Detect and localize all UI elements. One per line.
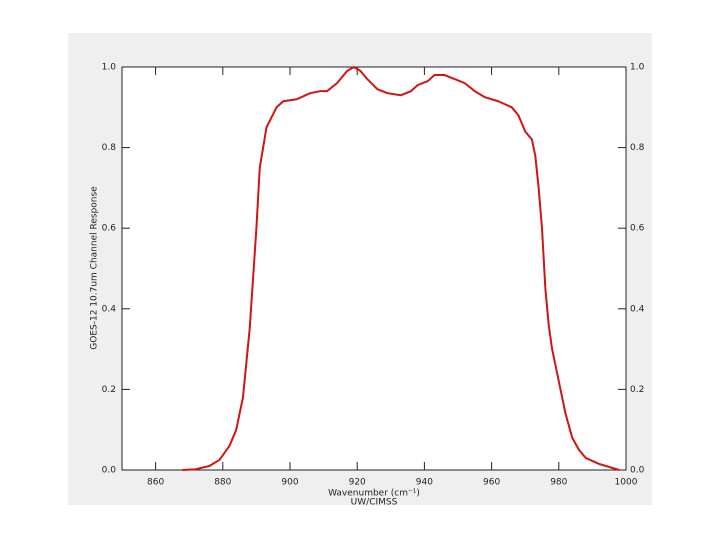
x-tick-label: 940 xyxy=(416,478,433,488)
x-tick-label: 900 xyxy=(281,478,298,488)
y-tick-label: 0.0 xyxy=(102,466,117,476)
x-tick-label: 980 xyxy=(550,478,567,488)
y2-tick-label: 1.0 xyxy=(630,63,645,73)
y-tick-label: 0.2 xyxy=(102,385,116,395)
plot-frame xyxy=(121,66,627,471)
x-tick-label: 920 xyxy=(349,478,366,488)
y2-tick-label: 0.0 xyxy=(630,466,645,476)
x-tick-label: 1000 xyxy=(615,478,638,488)
y2-tick-label: 0.2 xyxy=(630,385,644,395)
y-tick-label: 0.4 xyxy=(102,304,117,314)
x-tick-label: 960 xyxy=(483,478,500,488)
x-tick-label: 860 xyxy=(147,478,164,488)
y-tick-label: 1.0 xyxy=(102,63,117,73)
response-line xyxy=(182,66,620,471)
y2-tick-label: 0.4 xyxy=(630,304,645,314)
y2-tick-label: 0.8 xyxy=(630,143,645,153)
x-tick-label: 880 xyxy=(214,478,231,488)
y-tick-label: 0.8 xyxy=(102,143,117,153)
y2-tick-label: 0.6 xyxy=(630,224,645,234)
x-axis-label: Wavenumber (cm⁻¹) xyxy=(328,489,420,499)
y-tick-label: 0.6 xyxy=(102,224,117,234)
footer: UW/CIMSS xyxy=(351,498,398,508)
y-axis-label: GOES-12 10.7um Channel Response xyxy=(90,186,100,350)
